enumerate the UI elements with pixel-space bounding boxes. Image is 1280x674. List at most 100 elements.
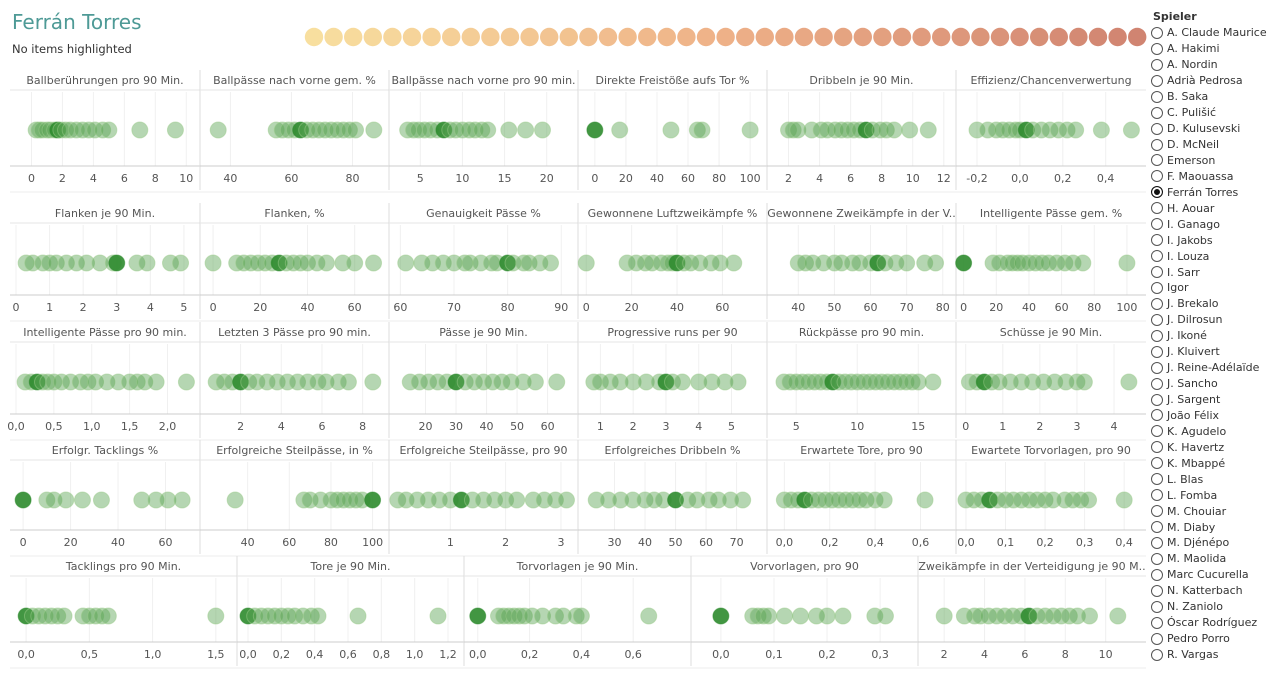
- data-dot[interactable]: [567, 607, 585, 625]
- data-dot[interactable]: [322, 491, 340, 509]
- data-dot[interactable]: [328, 121, 346, 139]
- data-dot[interactable]: [611, 373, 629, 391]
- data-dot[interactable]: [1081, 607, 1099, 625]
- data-dot[interactable]: [935, 607, 953, 625]
- data-dot[interactable]: [401, 373, 419, 391]
- data-dot[interactable]: [147, 491, 165, 509]
- data-dot[interactable]: [523, 607, 541, 625]
- data-dot[interactable]: [505, 607, 523, 625]
- radio-icon[interactable]: [1151, 297, 1163, 310]
- data-dot[interactable]: [1122, 121, 1140, 139]
- data-dot[interactable]: [873, 373, 891, 391]
- color-legend-dot[interactable]: [1108, 27, 1127, 47]
- data-dot[interactable]: [700, 491, 718, 509]
- color-legend-dot[interactable]: [736, 27, 755, 47]
- data-dot[interactable]: [278, 373, 296, 391]
- data-dot[interactable]: [834, 607, 852, 625]
- data-dot[interactable]: [784, 121, 802, 139]
- data-dot[interactable]: [754, 607, 772, 625]
- radio-icon[interactable]: [1151, 568, 1163, 581]
- color-legend-dot[interactable]: [990, 27, 1010, 47]
- highlight-dot[interactable]: [869, 254, 887, 272]
- data-dot[interactable]: [42, 607, 60, 625]
- highlight-dot[interactable]: [292, 121, 310, 139]
- legend-item[interactable]: I. Ganago: [1151, 216, 1280, 232]
- panel-29[interactable]: Zweikämpfe in der Verteidigung je 90 M..…: [917, 556, 1146, 666]
- highlight-dot[interactable]: [239, 607, 257, 625]
- data-dot[interactable]: [781, 373, 799, 391]
- data-dot[interactable]: [662, 121, 680, 139]
- panel-14[interactable]: Letzten 3 Pässe pro 90 min. 2 4 6 8: [199, 322, 389, 438]
- radio-icon[interactable]: [1151, 584, 1163, 597]
- data-dot[interactable]: [334, 491, 352, 509]
- color-legend-dot[interactable]: [598, 27, 618, 47]
- data-dot[interactable]: [207, 607, 225, 625]
- data-dot[interactable]: [34, 254, 52, 272]
- data-dot[interactable]: [465, 373, 483, 391]
- data-dot[interactable]: [1044, 491, 1062, 509]
- data-dot[interactable]: [78, 254, 96, 272]
- data-dot[interactable]: [612, 491, 630, 509]
- data-dot[interactable]: [45, 491, 63, 509]
- panel-8[interactable]: Flanken, % 0 20 40 60: [199, 203, 389, 319]
- highlight-dot[interactable]: [435, 121, 453, 139]
- data-dot[interactable]: [803, 491, 821, 509]
- data-dot[interactable]: [246, 607, 264, 625]
- data-dot[interactable]: [709, 491, 727, 509]
- legend-item[interactable]: J. Kluivert: [1151, 344, 1280, 360]
- data-dot[interactable]: [298, 121, 316, 139]
- data-dot[interactable]: [775, 491, 793, 509]
- data-dot[interactable]: [479, 121, 497, 139]
- data-dot[interactable]: [346, 254, 364, 272]
- data-dot[interactable]: [599, 491, 617, 509]
- data-dot[interactable]: [1120, 373, 1138, 391]
- data-dot[interactable]: [867, 373, 885, 391]
- legend-item[interactable]: R. Vargas: [1151, 647, 1280, 663]
- data-dot[interactable]: [49, 607, 67, 625]
- data-dot[interactable]: [328, 491, 346, 509]
- color-legend[interactable]: [300, 24, 1150, 54]
- data-dot[interactable]: [299, 373, 317, 391]
- data-dot[interactable]: [39, 373, 57, 391]
- data-dot[interactable]: [924, 373, 942, 391]
- data-dot[interactable]: [473, 121, 491, 139]
- data-dot[interactable]: [410, 373, 428, 391]
- highlight-dot[interactable]: [17, 607, 35, 625]
- data-dot[interactable]: [624, 373, 642, 391]
- color-legend-dot[interactable]: [383, 27, 402, 47]
- data-dot[interactable]: [843, 491, 861, 509]
- color-legend-dot[interactable]: [677, 27, 696, 47]
- data-dot[interactable]: [272, 607, 290, 625]
- data-dot[interactable]: [640, 607, 658, 625]
- data-dot[interactable]: [1024, 121, 1042, 139]
- data-dot[interactable]: [734, 491, 752, 509]
- color-legend-dot[interactable]: [1049, 27, 1068, 47]
- panel-11[interactable]: Gewonnene Zweikämpfe in der V.. 40 50 60 70 8…: [766, 203, 956, 319]
- panel-12[interactable]: Intelligente Pässe gem. % 0 20 40 60 80 100: [955, 203, 1146, 319]
- color-legend-dot[interactable]: [520, 27, 539, 47]
- data-dot[interactable]: [793, 373, 811, 391]
- data-dot[interactable]: [62, 373, 80, 391]
- data-dot[interactable]: [277, 254, 295, 272]
- legend-item[interactable]: Emerson: [1151, 153, 1280, 169]
- data-dot[interactable]: [857, 491, 875, 509]
- highlight-dot[interactable]: [668, 254, 686, 272]
- data-dot[interactable]: [879, 373, 897, 391]
- data-dot[interactable]: [242, 254, 260, 272]
- radio-icon[interactable]: [1151, 154, 1163, 167]
- data-dot[interactable]: [340, 121, 358, 139]
- data-dot[interactable]: [812, 121, 830, 139]
- data-dot[interactable]: [721, 491, 739, 509]
- legend-item[interactable]: J. Dilrosun: [1151, 312, 1280, 328]
- color-legend-dot[interactable]: [363, 27, 382, 47]
- panel-6[interactable]: Effizienz/Chancenverwertung -0,2 0,0 0,2 0,4: [955, 70, 1146, 190]
- data-dot[interactable]: [429, 607, 447, 625]
- data-dot[interactable]: [334, 121, 352, 139]
- data-dot[interactable]: [1075, 373, 1093, 391]
- color-legend-dot[interactable]: [932, 27, 951, 47]
- data-dot[interactable]: [317, 373, 335, 391]
- legend-item[interactable]: J. Sargent: [1151, 392, 1280, 408]
- panel-10[interactable]: Gewonnene Luftzweikämpfe % 0 20 40 60: [577, 203, 767, 319]
- data-dot[interactable]: [161, 254, 179, 272]
- radio-icon[interactable]: [1151, 489, 1163, 502]
